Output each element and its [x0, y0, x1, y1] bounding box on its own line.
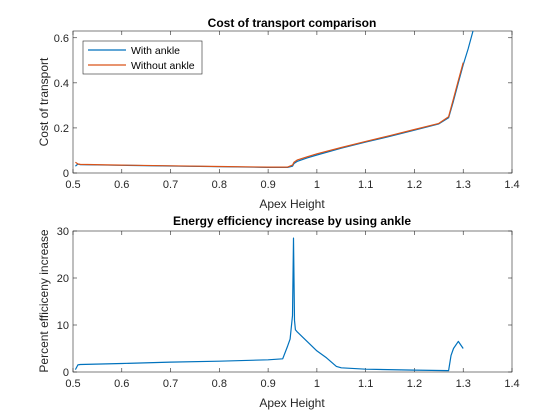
plot2-x-tick-label: 0.7: [163, 378, 178, 390]
plot2-x-tick-label: 1: [314, 378, 320, 390]
plot1-x-ticks: 0.5 0.6 0.7 0.8 0.9 1 1.1 1.2 1.3 1.4: [65, 31, 520, 191]
plot1-title: Cost of transport comparison: [208, 16, 377, 30]
plot2-series-line-efficiency: [74, 237, 464, 372]
legend-label-without-ankle: Without ankle: [131, 60, 195, 72]
plot2-y-tick-label: 0: [63, 367, 69, 379]
plot2-x-ticks: 0.5 0.6 0.7 0.8 0.9 1 1.1 1.2 1.3 1.4: [65, 231, 520, 390]
energy-efficiency-plot: Energy efficiency increase by using ankl…: [37, 214, 520, 410]
plot1-y-ticks: 0 0.2 0.4 0.6: [54, 33, 512, 180]
plot2-x-tick-label: 0.8: [212, 378, 227, 390]
plot1-x-tick-label: 1.3: [456, 179, 471, 191]
legend-label-with-ankle: With ankle: [131, 45, 180, 57]
plot1-ylabel: Cost of transport: [37, 57, 51, 146]
plot2-y-tick-label: 10: [57, 320, 69, 332]
plot1-x-tick-label: 0.7: [163, 179, 178, 191]
plot2-ylabel: Percent efficiceny increase: [37, 229, 51, 373]
plot2-x-tick-label: 1.1: [358, 378, 373, 390]
plot2-x-tick-label: 0.6: [114, 378, 129, 390]
plot1-x-tick-label: 1.2: [407, 179, 422, 191]
plot1-x-tick-label: 0.8: [212, 179, 227, 191]
plot2-x-tick-label: 0.9: [260, 378, 275, 390]
legend-box: [82, 40, 203, 75]
plot1-x-tick-label: 0.5: [65, 179, 80, 191]
plot1-series-line-without-ankle: [75, 62, 464, 168]
plot2-x-tick-label: 1.3: [456, 378, 471, 390]
plot2-series-group: [74, 237, 464, 372]
plot2-x-tick-label: 1.2: [407, 378, 422, 390]
plot1-series-group: [75, 30, 474, 168]
plot1-y-tick-label: 0.2: [54, 123, 69, 135]
plot2-y-ticks: 0 10 20 30: [57, 226, 512, 379]
plot1-y-tick-label: 0.4: [54, 78, 69, 90]
plot2-x-tick-label: 1.4: [504, 378, 519, 390]
plot2-y-tick-label: 30: [57, 226, 69, 238]
plot1-x-tick-label: 1.1: [358, 179, 373, 191]
plot1-legend: With ankle Without ankle: [82, 40, 203, 75]
plot1-y-tick-label: 0: [63, 168, 69, 180]
plot2-x-tick-label: 0.5: [65, 378, 80, 390]
plot2-y-tick-label: 20: [57, 273, 69, 285]
plot2-xlabel: Apex Height: [259, 396, 325, 410]
cost-of-transport-plot: Cost of transport comparison Apex Height…: [37, 16, 520, 211]
plot1-x-tick-label: 0.6: [114, 179, 129, 191]
plot1-x-tick-label: 0.9: [260, 179, 275, 191]
plot1-x-tick-label: 1: [314, 179, 320, 191]
plot1-xlabel: Apex Height: [259, 197, 325, 211]
plot2-title: Energy efficiency increase by using ankl…: [173, 214, 411, 228]
plot1-y-tick-label: 0.6: [54, 33, 69, 45]
plot1-x-tick-label: 1.4: [504, 179, 519, 191]
